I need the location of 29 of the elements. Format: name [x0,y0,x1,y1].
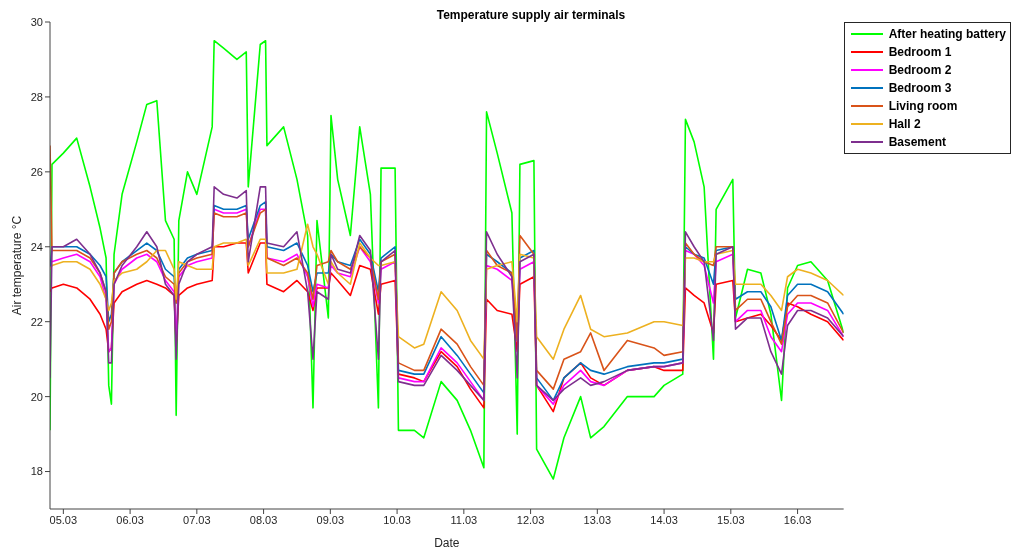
legend-label: Living room [888,98,958,115]
y-axis-title: Air temperature °C [10,215,25,316]
legend-label: After heating battery [888,26,1006,43]
x-tick-label: 15.03 [717,513,745,526]
chart-title: Temperature supply air terminals [435,8,627,22]
y-tick-label: 20 [30,390,43,403]
x-axis-title: Date [434,536,460,549]
legend-label: Bedroom 3 [888,80,952,97]
y-tick-label: 24 [30,240,43,253]
x-tick-label: 13.03 [583,513,612,526]
x-tick-label: 09.03 [316,513,345,526]
y-tick-label: 30 [30,15,43,28]
legend-label: Bedroom 2 [888,62,952,79]
legend-label: Hall 2 [888,116,921,133]
x-tick-label: 05.03 [49,513,78,526]
x-tick-label: 14.03 [650,513,678,526]
x-tick-label: 10.03 [383,513,411,526]
y-tick-label: 26 [30,165,43,178]
x-tick-label: 07.03 [183,513,211,526]
x-tick-label: 06.03 [116,513,144,526]
y-tick-label: 28 [30,90,43,103]
legend-label: Basement [888,134,946,151]
y-tick-label: 22 [30,315,43,328]
x-tick-label: 12.03 [516,513,545,526]
x-tick-label: 16.03 [783,513,812,526]
x-tick-label: 08.03 [249,513,278,526]
y-tick-label: 18 [30,465,43,478]
legend-label: Bedroom 1 [888,44,952,61]
x-tick-label: 11.03 [450,513,478,526]
